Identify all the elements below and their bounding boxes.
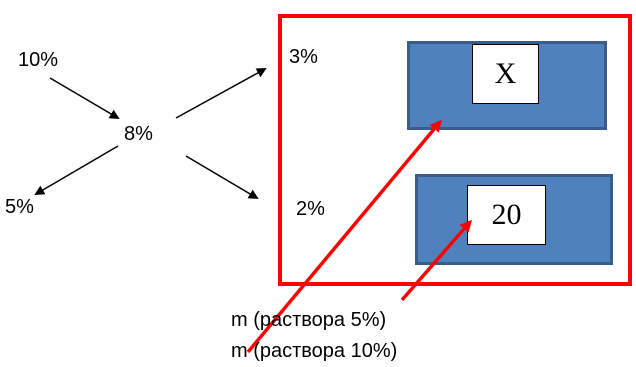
arrow-8-to-3: [175, 68, 267, 119]
percent-8: 8%: [124, 123, 153, 145]
percent-2: 2%: [296, 198, 325, 220]
top-value-box: X: [472, 44, 539, 104]
red-arrow-to-20: [400, 219, 472, 302]
red-frame: [278, 14, 632, 286]
arrow-8-to-2: [185, 155, 259, 200]
caption-mass-10: m (раствора 10%): [231, 340, 398, 362]
percent-3: 3%: [289, 46, 318, 68]
arrow-8-to-5: [34, 145, 119, 196]
caption-mass-5: m (раствора 5%): [231, 309, 387, 331]
red-arrow-to-x: [246, 119, 442, 354]
bottom-value-box: 20: [467, 185, 546, 245]
percent-10: 10%: [18, 49, 59, 71]
arrow-10-to-8: [49, 77, 120, 120]
percent-5: 5%: [5, 196, 34, 218]
